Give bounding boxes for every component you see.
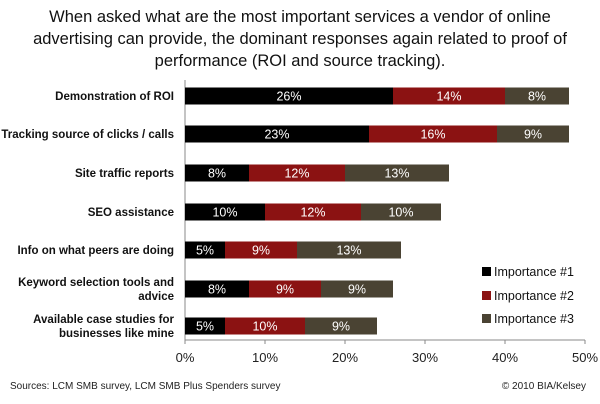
legend-swatch <box>482 291 491 300</box>
data-label: 9% <box>348 283 366 297</box>
x-tick-label: 0% <box>176 350 195 365</box>
data-label: 10% <box>388 206 413 220</box>
bar-segment <box>369 125 497 143</box>
data-label: 9% <box>276 283 294 297</box>
data-label: 9% <box>332 320 350 334</box>
bar-segment <box>505 87 569 105</box>
category-label: Keyword selection tools and <box>18 277 174 289</box>
data-label: 5% <box>196 244 214 258</box>
x-tick-label: 20% <box>332 350 358 365</box>
chart-title-line: performance (ROI and source tracking). <box>154 52 446 70</box>
data-label: 8% <box>208 167 226 181</box>
bar-segment <box>297 241 401 259</box>
data-label: 13% <box>336 244 361 258</box>
source-note: Sources: LCM SMB survey, LCM SMB Plus Sp… <box>10 381 281 392</box>
data-label: 5% <box>196 320 214 334</box>
copyright-note: © 2010 BIA/Kelsey <box>501 381 586 392</box>
x-tick-label: 30% <box>412 350 438 365</box>
bar-segment <box>185 125 369 143</box>
category-label: Tracking source of clicks / calls <box>1 129 174 141</box>
bar-segment <box>185 241 225 259</box>
bar-segment <box>185 203 265 221</box>
data-label: 23% <box>264 128 289 142</box>
legend-label: Importance #3 <box>494 312 574 326</box>
data-label: 14% <box>436 90 461 104</box>
data-label: 12% <box>300 206 325 220</box>
data-label: 26% <box>276 90 301 104</box>
data-label: 9% <box>524 128 542 142</box>
bar-segment <box>361 203 441 221</box>
category-label: Demonstration of ROI <box>55 91 174 103</box>
data-label: 8% <box>528 90 546 104</box>
bar-segment <box>225 317 305 335</box>
bar-segment <box>321 280 393 298</box>
x-tick-label: 10% <box>252 350 278 365</box>
bar-segment <box>185 317 225 335</box>
x-tick-label: 40% <box>492 350 518 365</box>
legend-label: Importance #1 <box>494 265 574 279</box>
category-label: SEO assistance <box>88 207 174 219</box>
data-label: 9% <box>252 244 270 258</box>
category-label: Info on what peers are doing <box>17 245 174 257</box>
legend-swatch <box>482 314 491 323</box>
bar-segment <box>249 280 321 298</box>
bar-segment <box>265 203 361 221</box>
x-tick-label: 50% <box>572 350 598 365</box>
chart-title-line: When asked what are the most important s… <box>49 8 551 26</box>
bar-segment <box>225 241 297 259</box>
chart-title-line: advertising can provide, the dominant re… <box>33 30 567 48</box>
category-label: Available case studies for <box>33 314 174 326</box>
chart-title: When asked what are the most important s… <box>12 6 588 72</box>
legend-swatch <box>482 267 491 276</box>
category-label: advice <box>138 291 174 303</box>
bar-segment <box>497 125 569 143</box>
data-label: 16% <box>420 128 445 142</box>
bar-segment <box>345 164 449 182</box>
data-label: 8% <box>208 283 226 297</box>
bar-segment <box>249 164 345 182</box>
data-label: 10% <box>212 206 237 220</box>
bar-segment <box>305 317 377 335</box>
data-label: 12% <box>284 167 309 181</box>
bar-segment <box>185 164 249 182</box>
data-label: 13% <box>384 167 409 181</box>
bar-segment <box>185 280 249 298</box>
bar-segment <box>393 87 505 105</box>
category-label: Site traffic reports <box>75 168 174 180</box>
data-label: 10% <box>252 320 277 334</box>
legend-label: Importance #2 <box>494 289 574 303</box>
bar-segment <box>185 87 393 105</box>
category-label: businesses like mine <box>59 328 174 340</box>
